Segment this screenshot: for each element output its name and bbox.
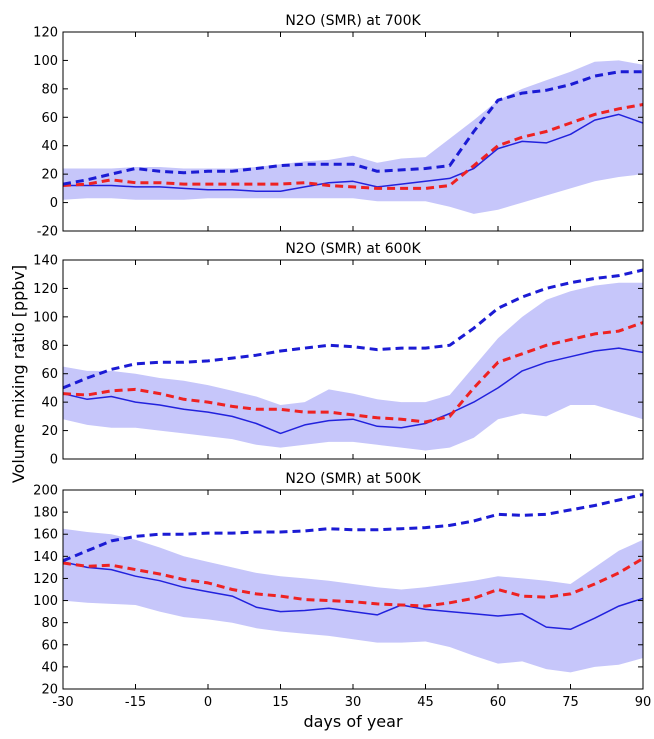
x-tick-label: 45: [417, 695, 434, 710]
y-tick-label: 100: [33, 594, 58, 609]
x-tick-label: 15: [272, 695, 289, 710]
y-tick-label: 0: [50, 453, 58, 468]
x-tick-label: 30: [345, 695, 362, 710]
y-tick-label: 20: [41, 424, 58, 439]
series-line-3: [63, 70, 643, 186]
panel-2: N2O (SMR) at 600K 0 20 40 60 80 100 120 140: [33, 241, 644, 468]
series-line-1: [63, 347, 643, 435]
y-tick-label: 40: [41, 660, 58, 675]
x-tick-label: 0: [204, 695, 212, 710]
x-axis-label: days of year: [303, 712, 402, 731]
y-tick-label: 160: [33, 528, 58, 543]
y-tick-label: 20: [41, 168, 58, 183]
x-tick-label: 75: [562, 695, 579, 710]
y-axis-label: Volume mixing ratio [ppbv]: [9, 265, 28, 483]
y-tick-label: 100: [33, 54, 58, 69]
y-tick-label: 40: [41, 139, 58, 154]
y-tick-label: 120: [33, 282, 58, 297]
y-tick-label: 120: [33, 26, 58, 41]
panel-title: N2O (SMR) at 700K: [285, 13, 421, 29]
x-tick-label: -15: [125, 695, 146, 710]
plot-area: [63, 492, 643, 673]
plot-area: [63, 60, 643, 214]
y-tick-label: 140: [33, 550, 58, 565]
plot-area: [63, 268, 643, 451]
y-tick-label: 20: [41, 683, 58, 698]
y-tick-label: 180: [33, 506, 58, 521]
spread-band: [63, 60, 643, 214]
series-line-1: [63, 561, 643, 631]
series-line-2: [63, 103, 643, 190]
y-tick-label: 140: [33, 254, 58, 269]
y-tick-label: 80: [41, 616, 58, 631]
y-tick-label: 100: [33, 310, 58, 325]
series-line-2: [63, 321, 643, 424]
series-line-2: [63, 557, 643, 608]
y-tick-label: 200: [33, 484, 58, 499]
y-tick-label: 60: [41, 367, 58, 382]
y-tick-label: 0: [50, 196, 58, 211]
panel-title: N2O (SMR) at 500K: [285, 471, 421, 487]
y-tick-label: 120: [33, 572, 58, 587]
y-tick-label: -20: [37, 225, 58, 240]
x-tick-label: 60: [490, 695, 507, 710]
panel-3: N2O (SMR) at 500K 20 40 60 80 100 120 140 160 180…: [33, 471, 651, 710]
spread-band: [63, 282, 643, 451]
x-tick-label: 90: [635, 695, 652, 710]
panel-1: N2O (SMR) at 700K -20 0 20 40 60 80 100 120: [33, 13, 644, 240]
y-tick-label: 60: [41, 111, 58, 126]
series-line-1: [63, 113, 643, 192]
panel-title: N2O (SMR) at 600K: [285, 241, 421, 257]
y-tick-label: 40: [41, 396, 58, 411]
y-tick-label: 60: [41, 638, 58, 653]
x-tick-label: -30: [52, 695, 73, 710]
y-tick-label: 80: [41, 339, 58, 354]
y-tick-label: 80: [41, 82, 58, 97]
